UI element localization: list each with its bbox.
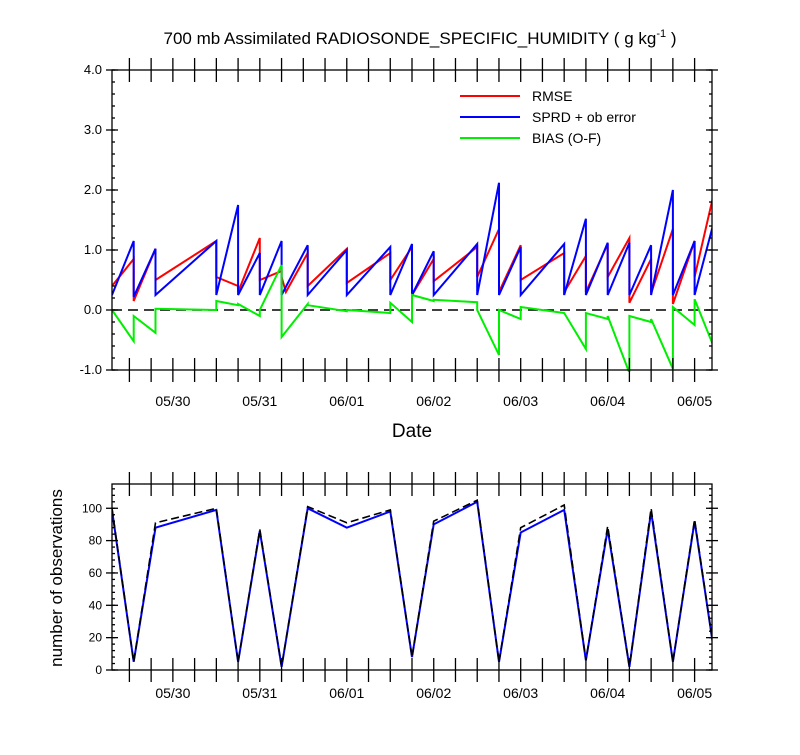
y-tick-label: 1.0 xyxy=(84,242,102,257)
y-tick-label: 60 xyxy=(89,566,103,580)
x-tick-label: 06/03 xyxy=(503,685,538,701)
x-tick-label: 06/01 xyxy=(329,685,364,701)
x-tick-label: 06/03 xyxy=(503,393,538,409)
x-tick-label: 06/04 xyxy=(590,393,625,409)
bottom-axes: 0 20 40 60 80 100 05/30 05/31 06/01 06/02 06/03 06/… xyxy=(82,472,718,701)
y-tick-label: 3.0 xyxy=(84,122,102,137)
title-close: ) xyxy=(666,29,676,48)
y-tick-label: 0.0 xyxy=(84,302,102,317)
top-series-group xyxy=(112,182,712,372)
y-tick-label: -1.0 xyxy=(80,362,102,377)
y-tick-label: 40 xyxy=(89,598,103,612)
y-tick-label: 2.0 xyxy=(84,182,102,197)
legend: RMSE SPRD + ob error BIAS (O-F) xyxy=(460,88,636,146)
x-tick-label: 05/30 xyxy=(155,685,190,701)
y-tick-label: 80 xyxy=(89,534,103,548)
x-tick-label: 06/02 xyxy=(416,393,451,409)
top-axes: -1.0 0.0 1.0 2.0 3.0 4.0 05/30 05/31 06/01 06/02 0… xyxy=(80,58,718,409)
x-tick-label: 05/31 xyxy=(242,685,277,701)
x-tick-label: 05/30 xyxy=(155,393,190,409)
legend-label: BIAS (O-F) xyxy=(532,130,601,146)
y-tick-label: 100 xyxy=(82,501,102,515)
x-axis-label: Date xyxy=(392,421,432,442)
x-tick-label: 06/05 xyxy=(677,393,712,409)
series-line-possible xyxy=(112,499,712,667)
y-axis-label-observations: number of observations xyxy=(47,489,66,667)
legend-label: RMSE xyxy=(532,88,572,104)
series-line-sprd-ob-error xyxy=(112,182,712,298)
x-tick-label: 05/31 xyxy=(242,393,277,409)
y-tick-label: 4.0 xyxy=(84,62,102,77)
bottom-series-group xyxy=(112,499,712,667)
x-tick-label: 06/04 xyxy=(590,685,625,701)
y-tick-label: 20 xyxy=(89,631,103,645)
x-tick-label: 06/02 xyxy=(416,685,451,701)
x-tick-label: 06/01 xyxy=(329,393,364,409)
series-line-rmse xyxy=(112,197,712,305)
series-line-bias-o-f- xyxy=(112,264,712,372)
series-line-used xyxy=(112,500,712,667)
title-exponent: -1 xyxy=(656,28,666,40)
chart-title: 700 mb Assimilated RADIOSONDE_SPECIFIC_H… xyxy=(164,28,677,48)
legend-label: SPRD + ob error xyxy=(532,109,636,125)
x-tick-label: 06/05 xyxy=(677,685,712,701)
y-tick-label: 0 xyxy=(95,663,102,677)
